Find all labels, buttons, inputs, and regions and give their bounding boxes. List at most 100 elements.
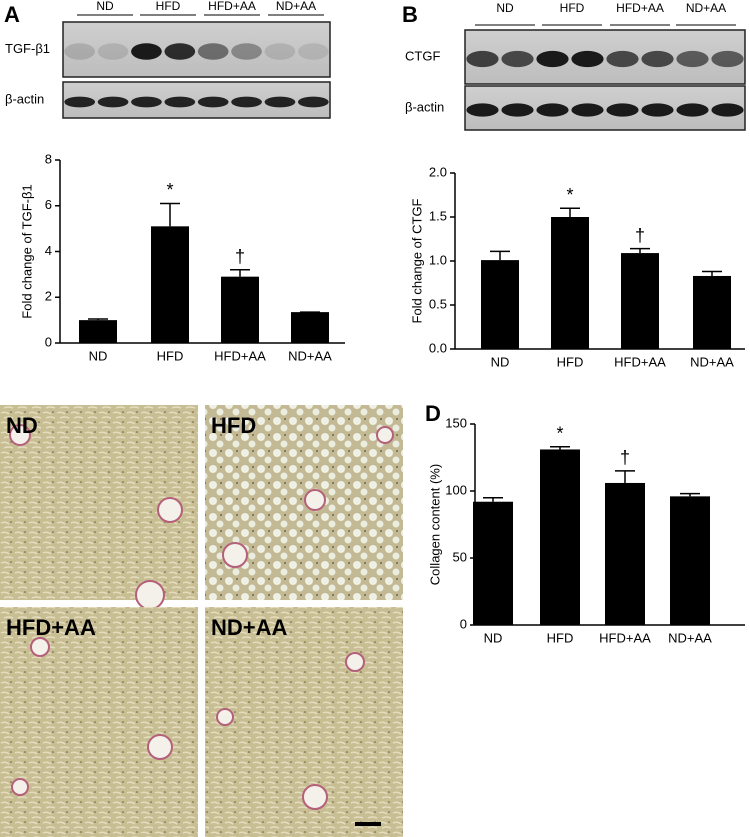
- blot-row-label: CTGF: [405, 48, 440, 63]
- blot-band: [264, 43, 296, 60]
- blot-band: [97, 43, 129, 60]
- bar: [621, 253, 659, 349]
- vessel: [304, 489, 326, 511]
- x-tick-label: ND: [89, 348, 108, 363]
- y-tick-label: 2: [45, 289, 52, 304]
- bar: [291, 312, 329, 343]
- scale-bar: [355, 822, 381, 826]
- bar: [693, 275, 731, 349]
- blot-band: [197, 96, 229, 108]
- y-tick-label: 0.0: [429, 340, 447, 355]
- blot-band: [197, 43, 229, 60]
- blot-band: [297, 96, 329, 108]
- blot-band: [131, 43, 162, 60]
- vessel: [216, 708, 234, 726]
- y-tick-label: 1.5: [429, 208, 447, 223]
- blot-band: [641, 50, 674, 68]
- vessel: [9, 424, 31, 446]
- histology-label: HFD+AA: [6, 615, 96, 640]
- x-tick-label: ND+AA: [288, 348, 332, 363]
- blot-band: [64, 96, 96, 108]
- blot-band: [231, 43, 262, 60]
- blot-band: [131, 96, 162, 108]
- histology-label: ND+AA: [211, 615, 288, 640]
- blot-strip: [62, 21, 331, 78]
- x-tick-label: HFD: [547, 630, 574, 645]
- histology-label: HFD: [211, 413, 256, 438]
- panel-label: A: [4, 2, 20, 27]
- blot-band: [64, 43, 96, 60]
- bar: [540, 449, 580, 625]
- panel-label: D: [425, 401, 441, 426]
- significance-marker: †: [235, 247, 245, 267]
- significance-marker: *: [556, 424, 563, 444]
- x-tick-label: HFD+AA: [599, 630, 651, 645]
- bar: [670, 496, 710, 625]
- bar: [79, 320, 117, 343]
- blot-band: [536, 103, 569, 117]
- significance-marker: *: [566, 185, 573, 205]
- blot-row-label: β-actin: [405, 99, 444, 114]
- blot-band: [606, 50, 639, 68]
- blot-band: [571, 50, 604, 68]
- blot-band: [606, 103, 639, 117]
- x-tick-label: HFD+AA: [614, 354, 666, 369]
- blot-band: [164, 96, 196, 108]
- blot-band: [711, 103, 744, 117]
- x-tick-label: HFD+AA: [214, 348, 266, 363]
- y-tick-label: 1.0: [429, 252, 447, 267]
- histology-image: [0, 607, 198, 837]
- lane-label: HFD+AA: [616, 1, 664, 15]
- x-tick-label: HFD: [157, 348, 184, 363]
- x-tick-label: HFD: [557, 354, 584, 369]
- blot-band: [264, 96, 296, 108]
- blot-band: [571, 103, 604, 117]
- lane-label: ND: [496, 1, 514, 15]
- histology-label: ND: [6, 413, 38, 438]
- y-tick-label: 150: [445, 415, 467, 430]
- vessel: [345, 652, 365, 672]
- y-tick-label: 0: [460, 616, 467, 631]
- blot-band: [466, 103, 499, 117]
- blot-band: [676, 50, 709, 68]
- blot-row-label: β-actin: [5, 91, 44, 106]
- blot-band: [97, 96, 129, 108]
- blot-band: [466, 50, 499, 68]
- y-tick-label: 0: [45, 334, 52, 349]
- y-tick-label: 2.0: [429, 164, 447, 179]
- y-tick-label: 100: [445, 482, 467, 497]
- y-tick-label: 0.5: [429, 296, 447, 311]
- blot-band: [164, 43, 196, 60]
- significance-marker: †: [620, 448, 630, 468]
- x-tick-label: ND+AA: [668, 630, 712, 645]
- bar: [151, 226, 189, 343]
- vessel: [11, 778, 29, 796]
- y-tick-label: 50: [453, 549, 467, 564]
- bar: [221, 276, 259, 343]
- lane-label: ND: [96, 0, 114, 13]
- bar: [605, 482, 645, 625]
- significance-marker: *: [166, 180, 173, 200]
- blot-row-label: TGF-β1: [5, 41, 50, 56]
- lane-label: ND+AA: [276, 0, 316, 13]
- bar: [473, 501, 513, 625]
- bar: [481, 260, 519, 349]
- significance-marker: †: [635, 225, 645, 245]
- panel-label: B: [402, 2, 418, 27]
- y-tick-label: 4: [45, 243, 52, 258]
- vessel: [147, 734, 173, 760]
- blot-band: [501, 50, 534, 68]
- x-tick-label: ND: [484, 630, 503, 645]
- blot-band: [641, 103, 674, 117]
- blot-band: [501, 103, 534, 117]
- lane-label: HFD: [560, 1, 585, 15]
- y-tick-label: 8: [45, 151, 52, 166]
- vessel: [302, 784, 328, 810]
- blot-band: [676, 103, 709, 117]
- x-tick-label: ND+AA: [690, 354, 734, 369]
- blot-band: [231, 96, 262, 108]
- lane-label: HFD: [156, 0, 181, 13]
- blot-band: [297, 43, 329, 60]
- vessel: [376, 426, 394, 444]
